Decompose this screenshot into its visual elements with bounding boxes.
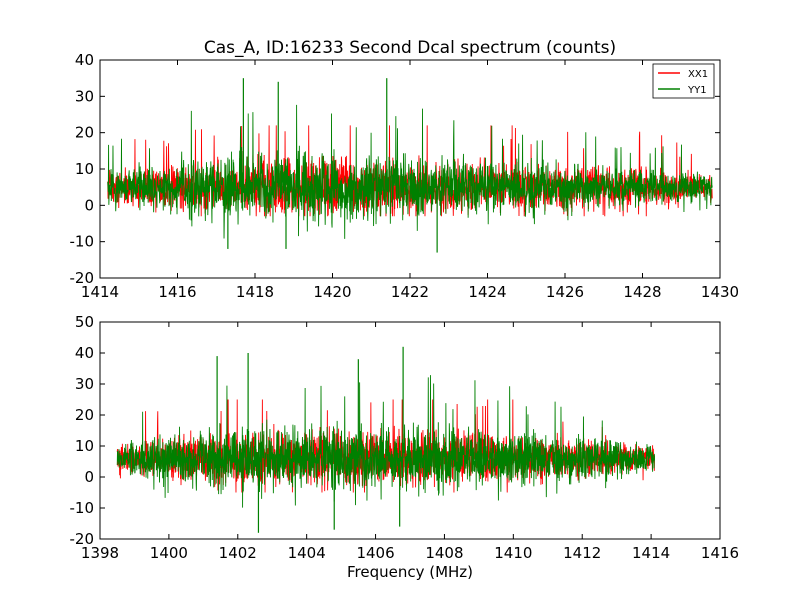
y-tick-label: 30 — [75, 375, 94, 393]
top-axes: 1414 1416 1418 1420 1422 1424 1426 1428 1430 -20 -… — [70, 51, 740, 301]
y-tick-label: -10 — [70, 233, 95, 251]
chart-title: Cas_A, ID:16233 Second Dcal spectrum (co… — [204, 38, 616, 58]
x-tick-label: 1398 — [81, 544, 119, 562]
top-plot-series — [107, 78, 713, 253]
x-tick-label: 1416 — [158, 283, 196, 301]
bottom-plot-series — [116, 346, 656, 533]
y-tick-label: 20 — [75, 124, 94, 142]
y-tick-label: 40 — [75, 51, 94, 69]
y-tick-label: 10 — [75, 160, 94, 178]
x-tick-label: 1416 — [701, 544, 739, 562]
legend-box — [652, 63, 715, 99]
y-tick-label: 20 — [75, 406, 94, 424]
x-tick-label: 1402 — [219, 544, 257, 562]
x-tick-label: 1422 — [391, 283, 429, 301]
y-tick-label: 10 — [75, 437, 94, 455]
series-line-yy1 — [107, 104, 713, 239]
bottom-axes: 1398 1400 1402 1404 1406 1408 1410 1412 1414 1416… — [70, 313, 740, 562]
series-line-yy1 — [116, 375, 656, 508]
legend-label-xx1: XX1 — [688, 69, 708, 80]
bottom-subplot: 1398 1400 1402 1404 1406 1408 1410 1412 1414 1416… — [70, 313, 740, 581]
x-axis-label: Frequency (MHz) — [347, 563, 473, 581]
x-tick-label: 1410 — [494, 544, 532, 562]
top-subplot: Cas_A, ID:16233 Second Dcal spectrum (co… — [70, 38, 740, 301]
x-tick-label: 1414 — [81, 283, 119, 301]
x-tick-label: 1424 — [468, 283, 506, 301]
y-tick-label: 0 — [84, 196, 94, 214]
bottom-plot-frame — [99, 321, 721, 540]
x-tick-label: 1404 — [288, 544, 326, 562]
x-tick-label: 1412 — [563, 544, 601, 562]
x-tick-label: 1426 — [546, 283, 584, 301]
y-tick-label: 50 — [75, 313, 94, 331]
y-tick-label: 30 — [75, 87, 94, 105]
x-tick-label: 1400 — [150, 544, 188, 562]
x-tick-label: 1418 — [236, 283, 274, 301]
y-tick-label: -20 — [70, 530, 95, 548]
y-tick-label: -20 — [70, 269, 95, 287]
x-tick-label: 1420 — [313, 283, 351, 301]
y-tick-label: -10 — [70, 499, 95, 517]
top-plot-frame — [99, 59, 721, 279]
legend-label-yy1: YY1 — [687, 85, 707, 96]
y-tick-label: 40 — [75, 344, 94, 362]
x-tick-label: 1428 — [623, 283, 661, 301]
y-tick-label: 0 — [84, 468, 94, 486]
x-tick-label: 1406 — [356, 544, 394, 562]
x-tick-label: 1408 — [425, 544, 463, 562]
x-tick-label: 1430 — [701, 283, 739, 301]
legend: XX1 YY1 — [652, 63, 715, 99]
x-tick-label: 1414 — [632, 544, 670, 562]
